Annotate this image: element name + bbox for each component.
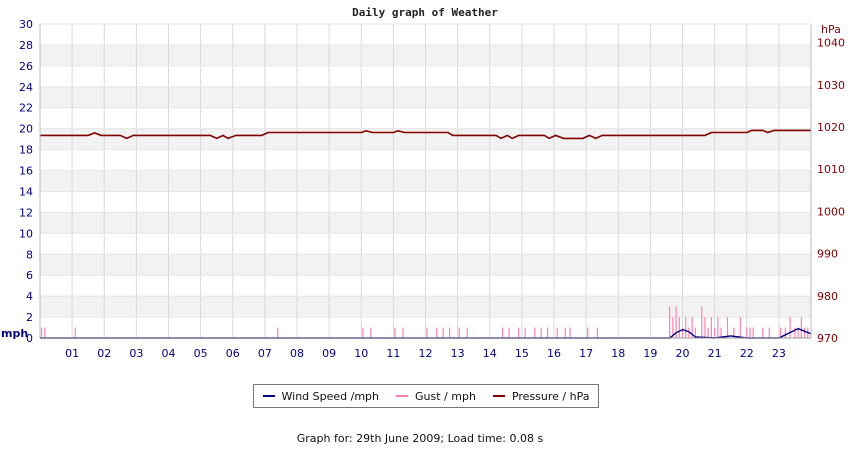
left-tick-label: 12	[19, 206, 33, 219]
right-tick-label: 1020	[817, 121, 845, 134]
legend-label-pressure: Pressure / hPa	[511, 389, 590, 403]
x-tick-label: 19	[643, 347, 657, 360]
x-tick-label: 20	[676, 347, 690, 360]
legend-item-wind: Wind Speed /mph	[262, 389, 380, 403]
left-tick-label: 0	[26, 332, 33, 345]
x-tick-label: 15	[515, 347, 529, 360]
right-tick-label: 990	[817, 248, 838, 261]
x-tick-label: 06	[226, 347, 240, 360]
x-tick-label: 05	[194, 347, 208, 360]
legend-label-wind: Wind Speed /mph	[281, 389, 380, 403]
left-tick-label: 4	[26, 290, 33, 303]
right-tick-label: 1000	[817, 205, 845, 218]
left-tick-label: 6	[26, 269, 33, 282]
legend-swatch-pressure	[492, 395, 505, 397]
x-tick-label: 14	[483, 347, 497, 360]
x-tick-label: 18	[611, 347, 625, 360]
x-tick-label: 03	[129, 347, 143, 360]
wind-speed-line	[40, 327, 812, 339]
legend-swatch-gust	[396, 395, 409, 397]
left-tick-label: 10	[19, 227, 33, 240]
right-tick-label: 1030	[817, 79, 845, 92]
x-tick-label: 08	[290, 347, 304, 360]
legend: Wind Speed /mph Gust / mph Pressure / hP…	[253, 384, 599, 408]
left-tick-label: 14	[19, 185, 33, 198]
legend-label-gust: Gust / mph	[415, 389, 476, 403]
left-tick-label: 22	[19, 102, 33, 115]
left-tick-label: 26	[19, 60, 33, 73]
left-tick-label: 16	[19, 165, 33, 178]
right-axis-unit: hPa	[821, 23, 841, 36]
graph-info: Graph for: 29th June 2009; Load time: 0.…	[296, 432, 544, 445]
chart-title: Daily graph of Weather	[352, 6, 498, 19]
right-tick-label: 1010	[817, 163, 845, 176]
right-tick-label: 970	[817, 332, 838, 345]
x-tick-label: 12	[419, 347, 433, 360]
x-tick-label: 09	[322, 347, 336, 360]
x-tick-label: 07	[258, 347, 272, 360]
left-tick-label: 18	[19, 144, 33, 157]
pressure-line	[40, 129, 811, 140]
x-tick-label: 10	[354, 347, 368, 360]
x-tick-label: 22	[740, 347, 754, 360]
legend-item-pressure: Pressure / hPa	[492, 389, 590, 403]
x-tick-label: 17	[579, 347, 593, 360]
left-tick-label: 30	[19, 18, 33, 31]
x-tick-label: 13	[451, 347, 465, 360]
x-tick-label: 21	[708, 347, 722, 360]
left-tick-label: 28	[19, 39, 33, 52]
left-axis-unit: mph	[1, 327, 28, 340]
x-tick-label: 04	[162, 347, 176, 360]
x-tick-label: 11	[386, 347, 400, 360]
x-tick-label: 23	[772, 347, 786, 360]
x-tick-label: 16	[547, 347, 561, 360]
left-tick-label: 20	[19, 123, 33, 136]
legend-item-gust: Gust / mph	[396, 390, 476, 403]
legend-swatch-wind	[262, 395, 275, 397]
right-tick-label: 1040	[817, 37, 845, 50]
left-tick-label: 8	[26, 248, 33, 261]
left-tick-label: 24	[19, 81, 33, 94]
x-tick-label: 01	[65, 347, 79, 360]
x-tick-label: 02	[97, 347, 111, 360]
right-tick-label: 980	[817, 290, 838, 303]
left-tick-label: 2	[26, 311, 33, 324]
